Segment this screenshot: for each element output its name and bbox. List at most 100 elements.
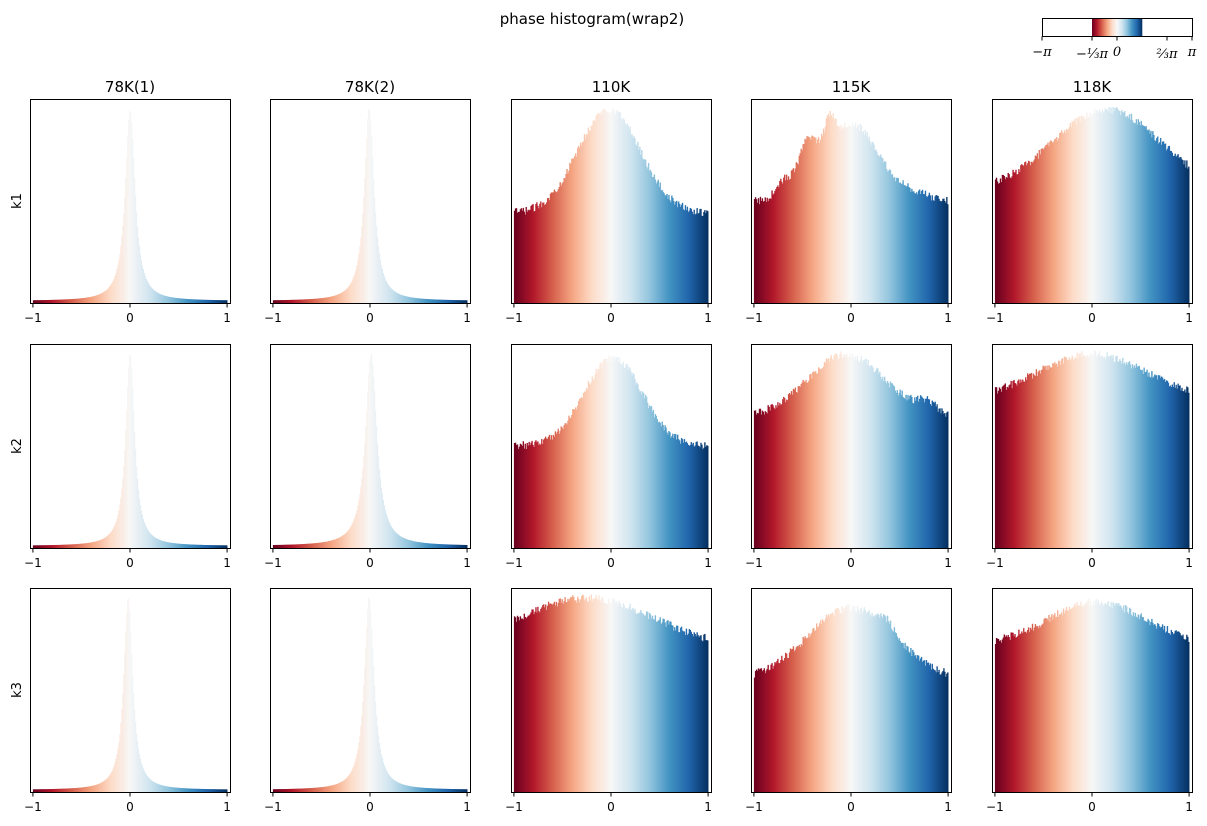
colorbar-segment	[1135, 18, 1137, 36]
histogram-bar	[625, 125, 627, 304]
histogram-bar	[460, 789, 462, 792]
histogram-bar	[443, 544, 446, 548]
histogram-bar	[945, 676, 947, 792]
histogram-bar	[42, 545, 44, 548]
histogram-bar	[701, 444, 703, 548]
histogram-bar	[1019, 634, 1021, 792]
histogram-bar	[686, 206, 689, 303]
histogram-bar	[297, 788, 299, 792]
panel-k3-115k: −1 0 1	[745, 588, 952, 814]
histogram-bar	[581, 594, 584, 792]
histogram-bar	[377, 735, 380, 792]
histogram-bar	[297, 299, 299, 303]
histogram-bar	[900, 642, 902, 792]
histogram-bar	[452, 789, 454, 792]
histogram-bar	[1155, 141, 1157, 303]
histogram-bar	[377, 246, 380, 303]
x-tick-label: −1	[745, 556, 763, 570]
histogram-bar	[767, 201, 769, 303]
histogram-bar	[518, 446, 521, 548]
histogram-bar	[418, 298, 420, 303]
histogram-bar	[1070, 608, 1073, 792]
histogram-bar	[372, 666, 375, 792]
histogram-bar	[995, 637, 998, 792]
histogram-bar	[92, 542, 94, 548]
histogram-bar	[1143, 620, 1145, 792]
histogram-bar	[217, 545, 219, 548]
histogram-bar	[688, 210, 691, 303]
histogram-bar	[1179, 156, 1181, 303]
histogram-bar	[1181, 387, 1183, 548]
histogram-bar	[196, 788, 198, 792]
histogram-bar	[515, 208, 518, 303]
histogram-bar	[408, 540, 411, 548]
histogram-bar	[118, 742, 120, 792]
histogram-bar	[94, 541, 96, 548]
histogram-bar	[429, 543, 431, 548]
histogram-bar	[396, 292, 398, 303]
histogram-bar	[182, 298, 184, 303]
histogram-bar	[789, 648, 792, 792]
histogram-bar	[201, 788, 204, 792]
histogram-bar	[1168, 633, 1171, 792]
histogram-bar	[134, 449, 137, 548]
histogram-bar	[816, 623, 818, 792]
histogram-bar	[613, 599, 616, 792]
histogram-bar	[1097, 112, 1100, 303]
histogram-bar	[1176, 388, 1178, 548]
histogram-bar	[1009, 177, 1011, 303]
histogram-bar	[68, 544, 71, 548]
histogram-bar	[415, 298, 417, 303]
histogram-bar	[1116, 107, 1118, 304]
histogram-bar	[1016, 637, 1018, 792]
histogram-bar	[1038, 625, 1040, 792]
histogram-bar	[996, 393, 999, 548]
histogram-bar	[521, 210, 524, 303]
histogram-bar	[817, 627, 819, 792]
histogram-bar	[407, 539, 410, 548]
histogram-bar	[624, 367, 626, 548]
histogram-bar	[892, 178, 895, 303]
histogram-bar	[115, 272, 117, 303]
histogram-bar	[47, 545, 49, 548]
histogram-bar	[803, 381, 805, 548]
histogram-bar	[1055, 617, 1057, 792]
histogram-bar	[685, 210, 688, 303]
histogram-bar	[887, 170, 890, 303]
histogram-bar	[124, 450, 126, 548]
histogram-bar	[106, 536, 109, 548]
histogram-bar	[357, 505, 359, 548]
histogram-bar	[74, 544, 77, 548]
histogram-bar	[565, 174, 567, 303]
histogram-bar	[863, 360, 865, 548]
histogram-bar	[558, 433, 560, 548]
histogram-bar	[926, 197, 929, 303]
histogram-bar	[1125, 606, 1128, 792]
histogram-bar	[869, 614, 871, 792]
histogram-bar	[75, 787, 77, 792]
histogram-bar	[567, 420, 569, 548]
histogram-bar	[403, 295, 405, 303]
histogram-bar	[1138, 121, 1140, 303]
histogram-bar	[418, 542, 420, 548]
histogram-bar	[282, 544, 284, 548]
histogram-bar	[1096, 602, 1099, 792]
histogram-bar	[575, 600, 577, 792]
histogram-bar	[306, 299, 309, 303]
histogram-bar	[1049, 366, 1051, 548]
histogram-bar	[374, 213, 377, 303]
histogram-bar	[685, 441, 688, 548]
histogram-bar	[522, 441, 525, 548]
histogram-bar	[388, 285, 390, 303]
histogram-bar	[611, 597, 614, 792]
histogram-bar	[668, 194, 670, 303]
histogram-bar	[44, 545, 46, 548]
histogram-bar	[894, 632, 897, 792]
histogram-bar	[407, 785, 410, 792]
histogram-bar	[537, 441, 539, 548]
histogram-bar	[691, 211, 693, 303]
histogram-bar	[559, 598, 561, 792]
histogram-bar	[779, 402, 781, 548]
histogram-bar	[455, 300, 457, 303]
